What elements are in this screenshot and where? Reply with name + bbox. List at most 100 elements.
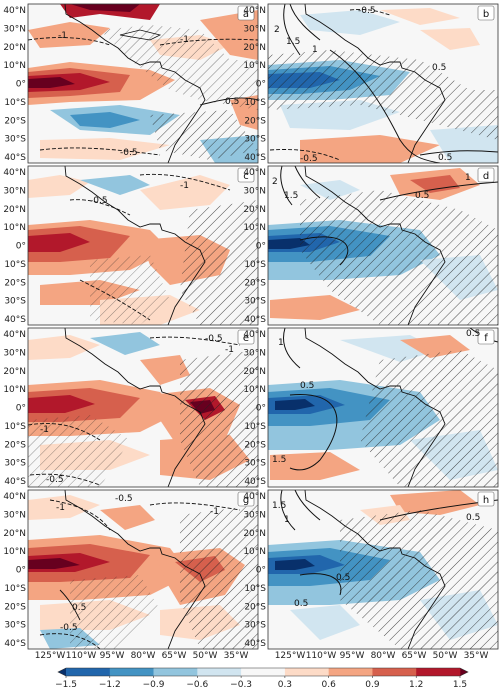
latitude-tick-label: 30°S <box>244 459 266 469</box>
contour-label: -0.5 <box>120 148 138 158</box>
latitude-tick-label: 20°N <box>243 367 266 377</box>
latitude-tick-label: 0° <box>256 566 266 576</box>
contour-label: -0.5 <box>90 196 108 206</box>
colorbar-tick-label: −1.5 <box>55 680 77 690</box>
latitude-tick-label: 30°N <box>3 186 26 196</box>
colorbar-bin <box>241 668 286 676</box>
latitude-tick-label: 20°S <box>4 278 26 288</box>
latitude-tick-label: 10°N <box>243 547 266 557</box>
contour-label: -0.5 <box>300 154 318 164</box>
latitude-tick-label: 40°S <box>244 477 266 487</box>
contour-label: -0.5 <box>205 334 223 344</box>
colorbar-extension-low <box>58 668 66 676</box>
contour-label: 1.5 <box>284 191 298 201</box>
latitude-tick-label: 10°S <box>4 260 26 270</box>
contour-label: 1.5 <box>286 37 300 47</box>
latitude-tick-label: 20°S <box>244 278 266 288</box>
latitude-tick-label: 0° <box>16 566 26 576</box>
latitude-tick-label: 40°N <box>243 330 266 340</box>
longitude-tick-label: 50°W <box>433 651 458 661</box>
latitude-tick-labels: 40°N 30°N 20°N 10°N 0° 10°S 20°S 30°S 40°S 40°N 30… <box>3 6 266 649</box>
panel-label: e <box>243 333 249 344</box>
panel-label: b <box>483 9 489 20</box>
contour-label: -0.5 <box>60 623 78 633</box>
contour-label: -1 <box>40 425 49 435</box>
latitude-tick-label: 20°S <box>4 602 26 612</box>
latitude-tick-label: 30°S <box>4 135 26 145</box>
latitude-tick-label: 40°N <box>3 168 26 178</box>
panel-e-field <box>28 328 258 487</box>
latitude-tick-label: 0° <box>256 404 266 414</box>
latitude-tick-label: 30°S <box>4 621 26 631</box>
contour-label: -0.5 <box>115 494 133 504</box>
latitude-tick-label: 40°N <box>3 330 26 340</box>
latitude-tick-label: 20°N <box>3 367 26 377</box>
latitude-tick-label: 10°N <box>243 61 266 71</box>
latitude-tick-label: 40°N <box>3 6 26 16</box>
longitude-tick-label: 35°W <box>464 651 489 661</box>
latitude-tick-label: 30°N <box>243 510 266 520</box>
contour-label: 1 <box>312 45 318 55</box>
longitude-tick-label: 65°W <box>162 651 187 661</box>
panel-c: c -1 -0.5 <box>27 165 259 326</box>
contour-label: 0.5 <box>466 329 480 339</box>
latitude-tick-label: 10°S <box>4 98 26 108</box>
colorbar-bin <box>109 668 154 676</box>
contour-label: -1 <box>180 181 189 191</box>
colorbar-tick-label: 1.2 <box>409 680 423 690</box>
latitude-tick-label: 0° <box>256 242 266 252</box>
longitude-tick-label: 95°W <box>340 651 365 661</box>
colorbar-bin <box>66 668 111 676</box>
latitude-tick-label: 40°S <box>4 639 26 649</box>
latitude-tick-label: 30°N <box>243 24 266 34</box>
panel-label: f <box>484 333 488 344</box>
latitude-tick-label: 30°S <box>4 459 26 469</box>
latitude-tick-label: 30°S <box>4 297 26 307</box>
colorbar-bin <box>153 668 198 676</box>
latitude-tick-label: 40°S <box>4 477 26 487</box>
contour-label: 0.5 <box>300 381 314 391</box>
latitude-tick-label: 20°N <box>3 205 26 215</box>
panel-c-field <box>28 166 258 325</box>
latitude-tick-label: 10°S <box>244 584 266 594</box>
latitude-tick-label: 10°S <box>244 422 266 432</box>
colorbar-tick-label: 0.6 <box>322 680 337 690</box>
latitude-tick-label: 20°N <box>3 529 26 539</box>
panel-b-field <box>268 4 498 163</box>
latitude-tick-label: 0° <box>16 404 26 414</box>
longitude-tick-labels: 125°W 110°W 95°W 80°W 65°W 50°W 35°W 125°W 110°W… <box>35 651 489 661</box>
longitude-tick-label: 110°W <box>306 651 337 661</box>
colorbar-bin <box>416 668 461 676</box>
colorbar-tick-label: −0.9 <box>143 680 165 690</box>
contour-label: 0.5 <box>225 97 239 107</box>
contour-label: 0.5 <box>415 191 429 201</box>
colorbar-bin <box>372 668 417 676</box>
colorbar-extension-high <box>460 668 468 676</box>
latitude-tick-label: 20°N <box>243 43 266 53</box>
latitude-tick-label: 40°N <box>3 492 26 502</box>
latitude-tick-label: 40°S <box>4 153 26 163</box>
contour-label: -0.5 <box>358 6 376 16</box>
colorbar-tick-label: 0.3 <box>278 680 292 690</box>
colorbar-bin <box>328 668 373 676</box>
colorbar: −1.5 −1.2 −0.9 −0.6 −0.3 0.3 0.6 0.9 1.2 1.5 <box>55 667 469 690</box>
latitude-tick-label: 10°S <box>244 98 266 108</box>
latitude-tick-label: 20°S <box>244 602 266 612</box>
panel-f-field <box>268 328 498 487</box>
longitude-tick-label: 125°W <box>35 651 66 661</box>
longitude-tick-label: 125°W <box>275 651 306 661</box>
colorbar-bin <box>284 668 329 676</box>
latitude-tick-label: 10°N <box>243 223 266 233</box>
latitude-tick-label: 20°S <box>4 116 26 126</box>
contour-label: 0.5 <box>432 63 446 73</box>
contour-label: 2 <box>274 25 280 35</box>
contour-label: 0.5 <box>294 599 308 609</box>
latitude-tick-label: 20°N <box>3 43 26 53</box>
contour-label: 1.5 <box>272 455 286 465</box>
latitude-tick-label: 10°N <box>3 61 26 71</box>
latitude-tick-label: 10°N <box>243 385 266 395</box>
longitude-tick-label: 110°W <box>66 651 97 661</box>
contour-label: 0.5 <box>438 153 452 163</box>
latitude-tick-label: 40°S <box>244 153 266 163</box>
